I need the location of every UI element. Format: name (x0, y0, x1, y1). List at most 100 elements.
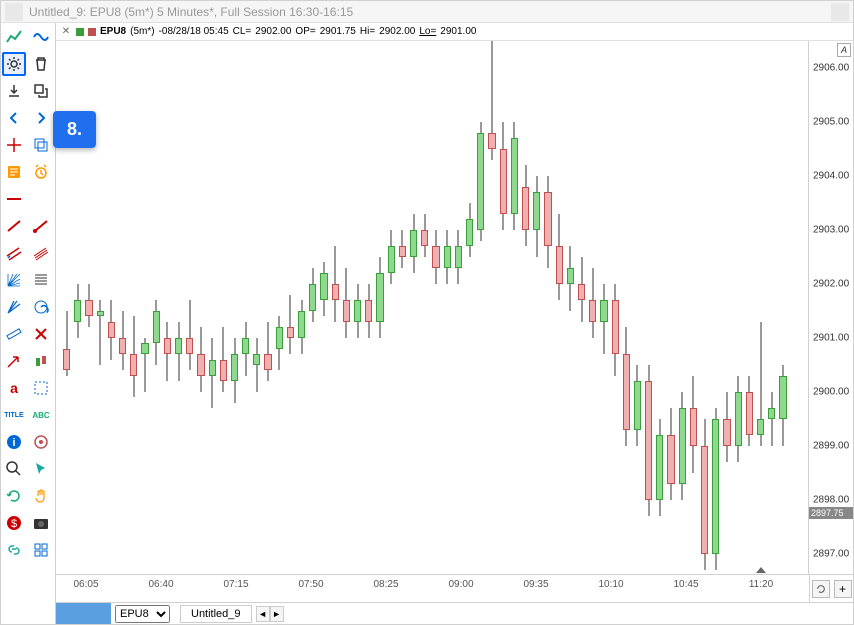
nav-forward-icon[interactable] (29, 106, 53, 130)
money-icon[interactable]: $ (2, 511, 26, 535)
candle (532, 41, 541, 574)
candle (163, 41, 172, 574)
candle (700, 41, 709, 574)
x-tick: 11:20 (749, 579, 773, 590)
ray-icon[interactable] (29, 214, 53, 238)
candle (375, 41, 384, 574)
symbol-select[interactable]: EPU8 (115, 605, 170, 623)
chart-canvas[interactable] (56, 41, 809, 574)
alarm-icon[interactable] (29, 160, 53, 184)
candle (331, 41, 340, 574)
nav-back-icon[interactable] (2, 106, 26, 130)
y-axis[interactable]: A 2897.002898.002899.002900.002901.00290… (809, 41, 853, 574)
erase-icon[interactable] (29, 322, 53, 346)
bottom-bar: EPU8 Untitled_9 ◄ ► (56, 602, 853, 624)
layers-icon[interactable] (29, 133, 53, 157)
databar-close-icon[interactable]: ✕ (60, 26, 72, 38)
abc-icon[interactable]: ABC (29, 403, 53, 427)
candle (655, 41, 664, 574)
data-bar: ✕ EPU8 (5m*) -08/28/18 05:45 CL=2902.00 … (56, 23, 853, 41)
regression-icon[interactable] (29, 241, 53, 265)
y-tick: 2899.00 (813, 441, 849, 452)
databar-symbol: EPU8 (100, 26, 126, 37)
export-icon[interactable] (29, 79, 53, 103)
text-a-icon[interactable]: a (2, 376, 26, 400)
cl-value: 2902.00 (255, 26, 291, 37)
scroll-right-icon[interactable]: ► (270, 606, 284, 622)
chart-tab[interactable]: Untitled_9 (180, 605, 252, 623)
y-tick: 2902.00 (813, 279, 849, 290)
xaxis-plus-icon[interactable]: + (834, 580, 852, 598)
candle (409, 41, 418, 574)
databar-interval: (5m*) (130, 26, 154, 37)
channel-icon[interactable] (2, 241, 26, 265)
scroll-left-icon[interactable]: ◄ (256, 606, 270, 622)
settings-icon[interactable] (2, 52, 26, 76)
x-tick: 08:25 (373, 579, 398, 590)
candle (622, 41, 631, 574)
selection-icon[interactable] (29, 376, 53, 400)
y-tick: 2904.00 (813, 171, 849, 182)
candle (454, 41, 463, 574)
hand-icon[interactable] (29, 484, 53, 508)
x-tick: 09:00 (448, 579, 473, 590)
crosshair-icon[interactable] (2, 133, 26, 157)
x-axis[interactable]: 06:0506:4007:1507:5008:2509:0009:3510:10… (56, 574, 853, 602)
candle (420, 41, 429, 574)
dn-color-swatch (88, 28, 96, 36)
title-icon[interactable]: TITLE (2, 403, 26, 427)
camera-icon[interactable] (29, 511, 53, 535)
target-icon[interactable] (29, 430, 53, 454)
up-color-swatch (76, 28, 84, 36)
gann-icon[interactable] (2, 268, 26, 292)
price-marker: 2897.75 (809, 507, 853, 519)
op-value: 2901.75 (320, 26, 356, 37)
op-label: OP= (295, 26, 315, 37)
close-icon[interactable] (831, 3, 849, 21)
candle (319, 41, 328, 574)
grid-icon[interactable] (29, 538, 53, 562)
bottom-accent (56, 603, 111, 624)
auto-scale-badge[interactable]: A (837, 43, 851, 57)
xaxis-refresh-icon[interactable] (812, 580, 830, 598)
delete-icon[interactable] (29, 52, 53, 76)
titlebar-menu-icon[interactable] (5, 3, 23, 21)
note-icon[interactable] (2, 160, 26, 184)
x-tick: 10:45 (673, 579, 698, 590)
indicator-icon[interactable] (29, 25, 53, 49)
candle (185, 41, 194, 574)
candle (129, 41, 138, 574)
candle (196, 41, 205, 574)
pitchfork-icon[interactable] (2, 295, 26, 319)
cursor-icon[interactable] (29, 457, 53, 481)
x-tick: 09:35 (523, 579, 548, 590)
spiral-icon[interactable] (29, 295, 53, 319)
candle (353, 41, 362, 574)
candle (555, 41, 564, 574)
trendline-icon[interactable] (2, 214, 26, 238)
hi-value: 2902.00 (379, 26, 415, 37)
ruler-icon[interactable] (2, 322, 26, 346)
window-title: Untitled_9: EPU8 (5m*) 5 Minutes*, Full … (29, 5, 831, 19)
candle (689, 41, 698, 574)
download-icon[interactable] (2, 79, 26, 103)
info-icon[interactable]: i (2, 430, 26, 454)
candle (107, 41, 116, 574)
hline-icon[interactable] (2, 187, 26, 211)
candle (275, 41, 284, 574)
refresh-icon[interactable] (2, 484, 26, 508)
candle (252, 41, 261, 574)
marker-icon[interactable] (29, 349, 53, 373)
titlebar: Untitled_9: EPU8 (5m*) 5 Minutes*, Full … (1, 1, 853, 23)
chart-style-icon[interactable] (2, 25, 26, 49)
hi-label: Hi= (360, 26, 375, 37)
link-icon[interactable] (2, 538, 26, 562)
zoom-icon[interactable] (2, 457, 26, 481)
candle (734, 41, 743, 574)
x-tick: 07:15 (223, 579, 248, 590)
candle (364, 41, 373, 574)
fib-icon[interactable] (29, 268, 53, 292)
svg-text:$: $ (11, 518, 17, 530)
arrow-tool-icon[interactable] (2, 349, 26, 373)
candle (219, 41, 228, 574)
